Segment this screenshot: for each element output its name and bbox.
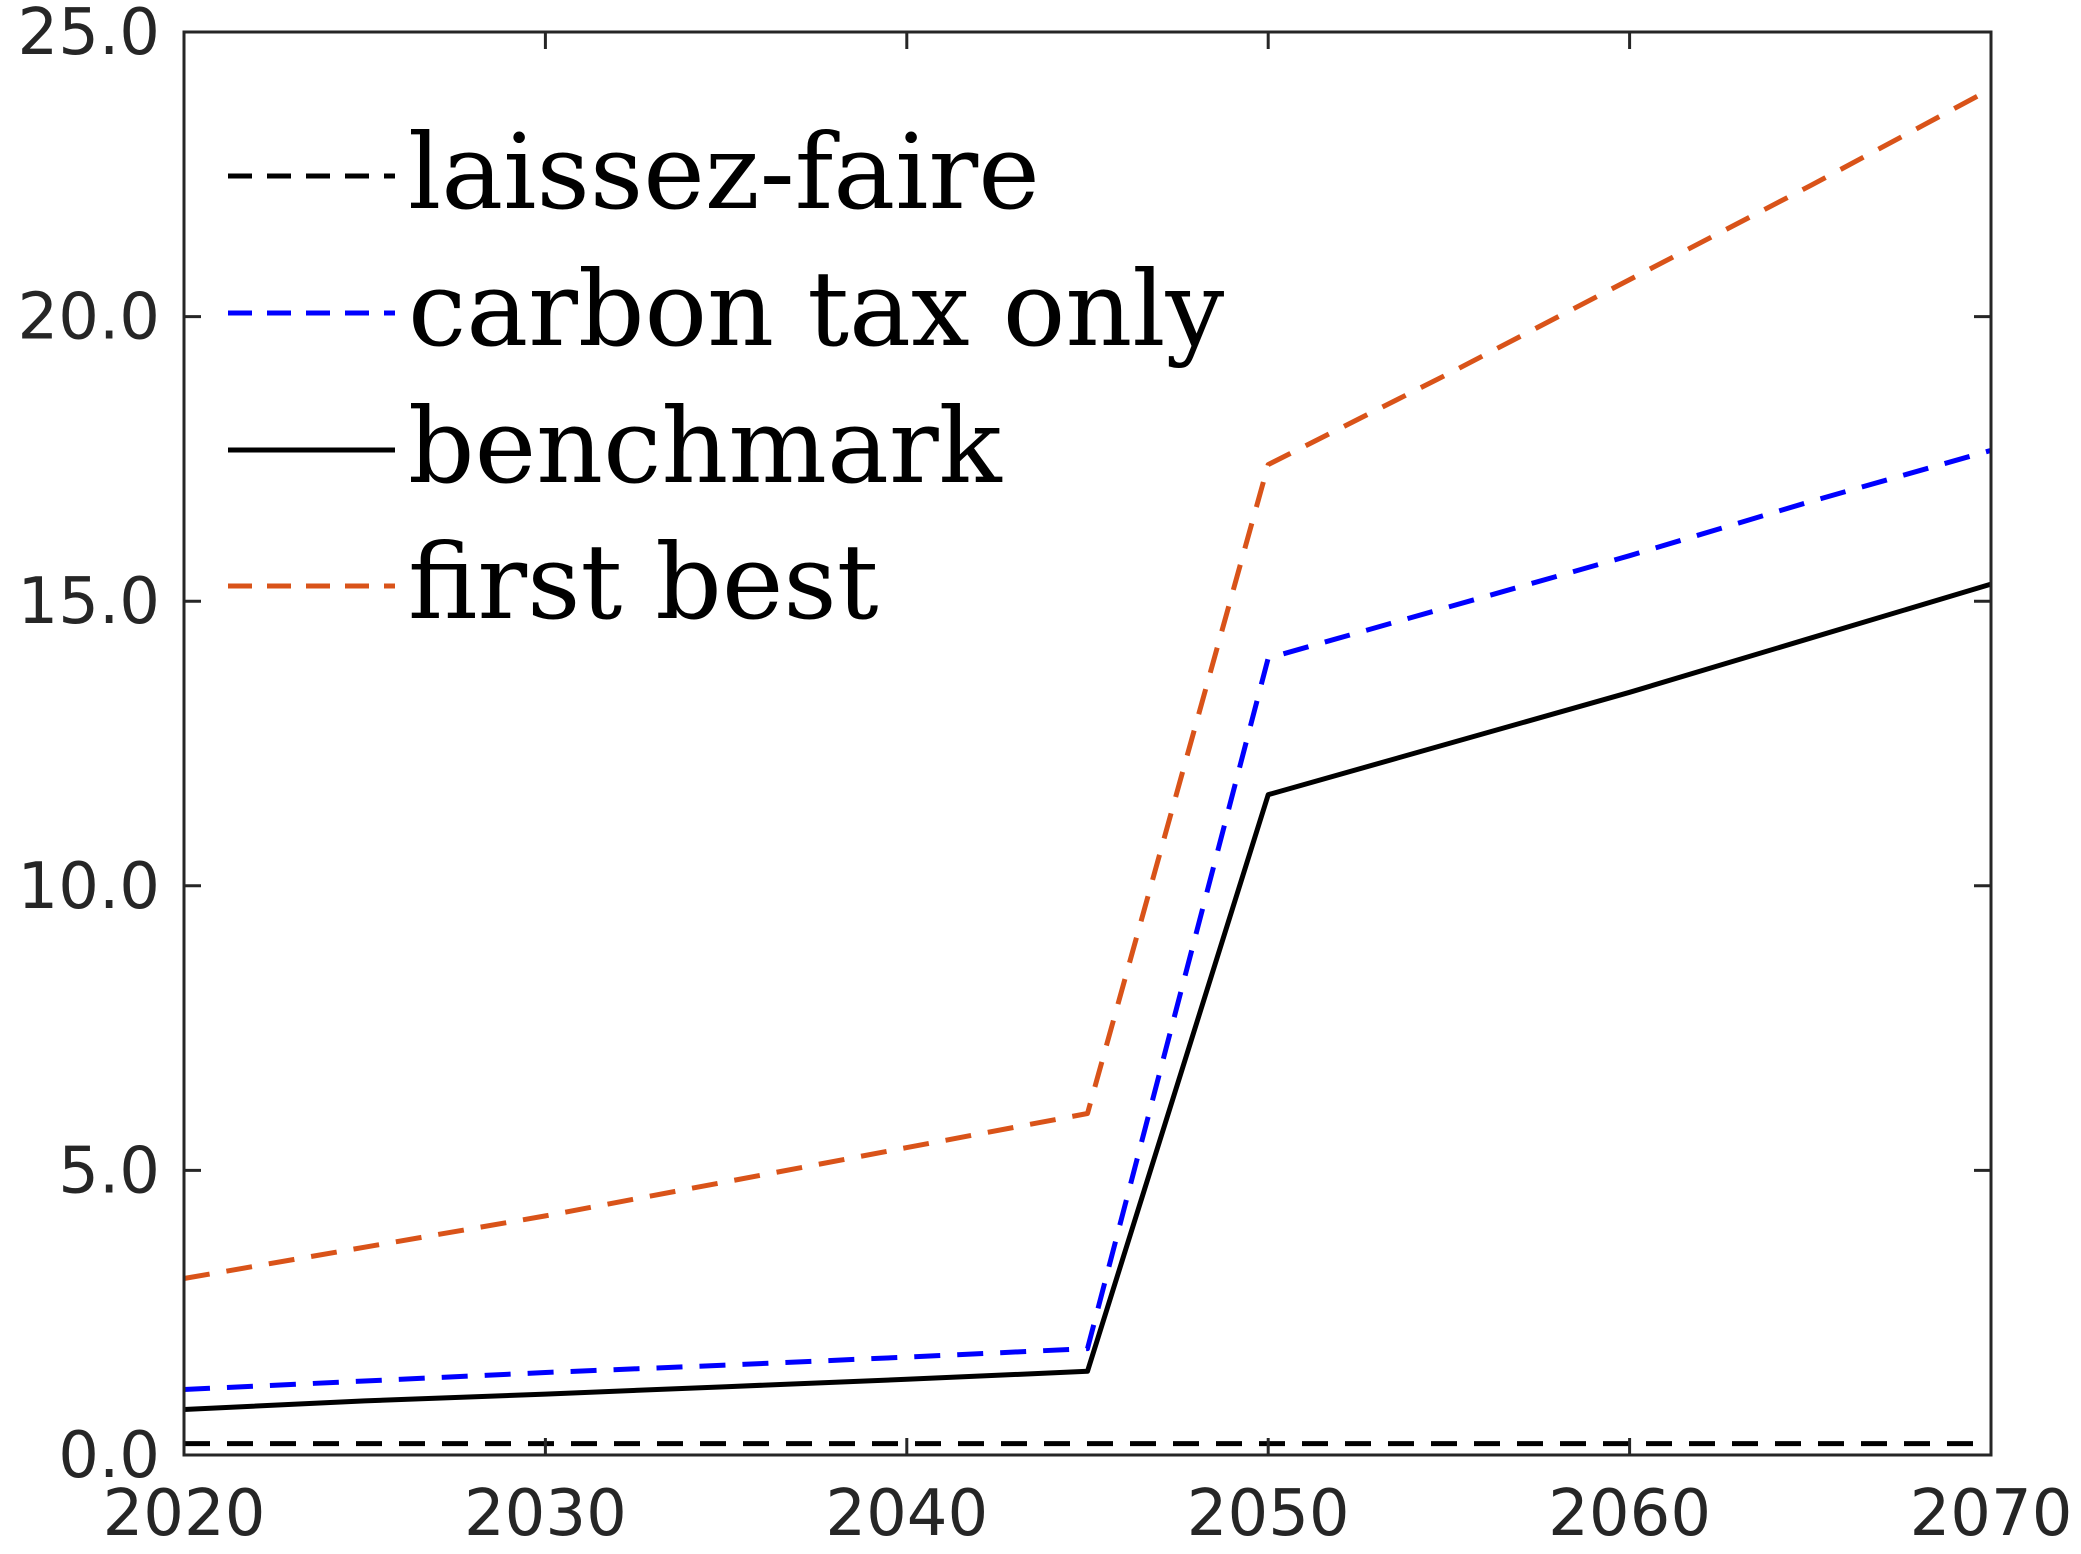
series-line-first-best bbox=[183, 86, 1993, 1281]
x-tick-label: 2070 bbox=[1910, 1477, 2073, 1551]
series-line-carbon-tax-only bbox=[183, 447, 1992, 1392]
x-tick-label: 2050 bbox=[1187, 1477, 1350, 1551]
legend-label: carbon tax only bbox=[408, 248, 1225, 370]
y-tick-label: 10.0 bbox=[18, 850, 161, 924]
plot-background bbox=[184, 32, 1991, 1455]
legend-item-carbon-tax-only: carbon tax only bbox=[228, 248, 1225, 370]
x-tick-label: 2060 bbox=[1548, 1477, 1711, 1551]
axes-frame bbox=[182, 30, 1993, 1457]
x-tick-label: 2040 bbox=[825, 1477, 988, 1551]
legend-item-first-best: first best bbox=[228, 521, 879, 643]
plot-area bbox=[184, 32, 1991, 1455]
y-tick-label: 25.0 bbox=[18, 0, 161, 70]
y-tick-label: 15.0 bbox=[18, 565, 161, 639]
x-tick-label: 2020 bbox=[103, 1477, 266, 1551]
axes-layer: 2020 2030 2040 2050 2060 2070 0.0 5.0 10.0 15.0 20… bbox=[18, 0, 2073, 1551]
legend-label: first best bbox=[408, 521, 879, 643]
legend-item-benchmark: benchmark bbox=[228, 385, 1003, 507]
y-tick-label: 20.0 bbox=[18, 281, 161, 355]
y-tick-label: 0.0 bbox=[58, 1419, 160, 1493]
legend-item-laissez-faire: laissez-faire bbox=[228, 111, 1040, 233]
y-tick-label: 5.0 bbox=[58, 1134, 160, 1208]
legend: laissez-faire carbon tax only benchmark fir… bbox=[228, 111, 1225, 643]
legend-label: laissez-faire bbox=[408, 111, 1040, 233]
series-layer bbox=[183, 86, 1993, 1447]
x-tick-label: 2030 bbox=[464, 1477, 627, 1551]
series-line-benchmark bbox=[183, 581, 1992, 1412]
legend-label: benchmark bbox=[408, 385, 1003, 507]
